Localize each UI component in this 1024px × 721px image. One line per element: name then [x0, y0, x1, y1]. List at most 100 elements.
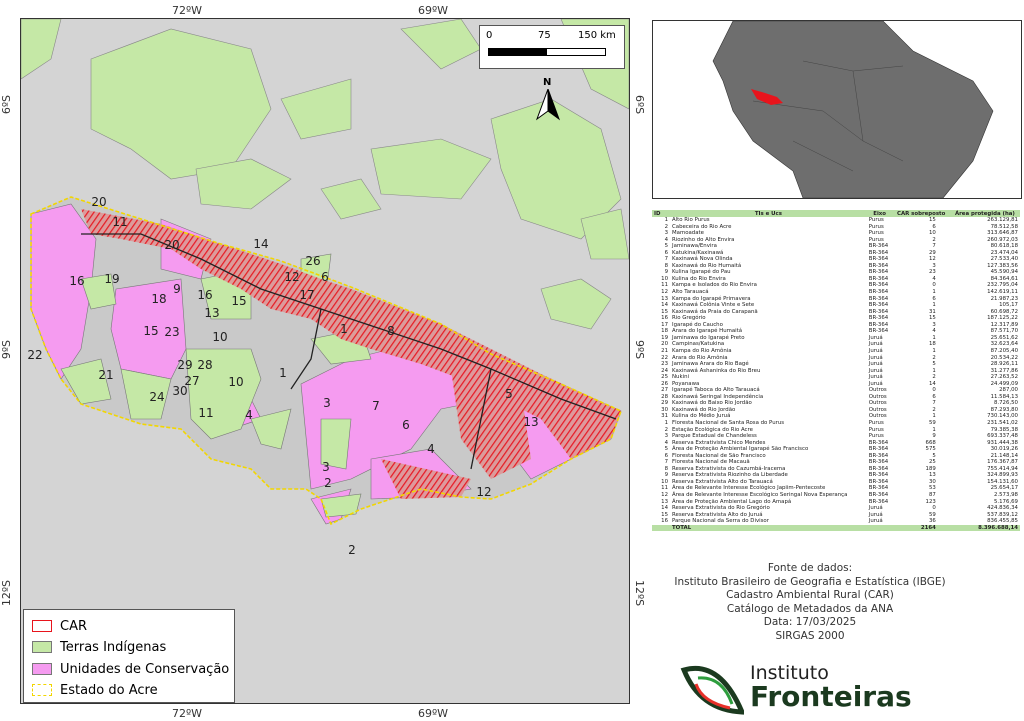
col-axis: Eixo	[866, 210, 893, 217]
row-axis: BR-364	[868, 478, 889, 485]
row-axis: Outros	[868, 400, 887, 407]
row-area: 20.534,22	[990, 354, 1018, 361]
ti-swatch	[32, 641, 52, 653]
row-name: Kampa e Isolados do Rio Envira	[672, 282, 757, 289]
map-area-label: 26	[305, 254, 321, 268]
row-area: 260.972,03	[987, 236, 1018, 243]
row-name: Reserva Extrativista Alto do Tarauacá	[672, 478, 773, 485]
row-axis: BR-364	[868, 295, 889, 302]
car-swatch	[32, 620, 52, 632]
row-area: 87.205,40	[990, 347, 1018, 354]
row-axis: Juruá	[868, 361, 883, 368]
row-id: 3	[664, 230, 668, 237]
row-name: Jaminawa Arara do Rio Bagé	[672, 361, 749, 368]
map-area-label: 20	[91, 195, 107, 209]
row-axis: BR-364	[868, 446, 889, 453]
row-name: Estação Ecológica do Rio Acre	[672, 426, 753, 433]
row-axis: Juruá	[868, 334, 883, 341]
row-axis: Outros	[868, 393, 887, 400]
north-arrow-icon	[535, 89, 561, 121]
table-row: 7 Kaxinawá Nova Olinda BR-364 12 27.533,40	[652, 256, 1020, 263]
map-area-label: 1	[279, 366, 287, 380]
table-row: 4 Reserva Extrativista Chico Mendes BR-364…	[652, 440, 1020, 447]
row-area: 8.726,50	[993, 400, 1018, 407]
row-name: Kaxinawá Seringal Independência	[672, 393, 764, 400]
table-row: 18 Arara do Igarapé Humaitá BR-364 4 87.571,…	[652, 328, 1020, 335]
table-row: 3 Mamoadate Purus 10 313.646,87	[652, 230, 1020, 237]
row-name: Jaminawa/Envira	[672, 243, 717, 250]
row-car: 3	[932, 262, 936, 269]
table-row: 25 Nukini Juruá 2 27.263,52	[652, 374, 1020, 381]
map-area-label: 16	[197, 288, 213, 302]
row-name: Jaminawa do Igarapé Preto	[672, 334, 745, 341]
table-row: 30 Kaxinawá do Rio Jordão Outros 2 87.293,80	[652, 407, 1020, 414]
row-car: 0	[932, 282, 936, 289]
row-car: 1	[932, 302, 936, 309]
row-name: Nukini	[672, 374, 689, 381]
table-row: 6 Katukina/Kaxinawá BR-364 29 23.474,04	[652, 250, 1020, 257]
ti-acre-layer	[60, 253, 372, 518]
row-id: 29	[661, 400, 668, 407]
map-area-label: 16	[69, 274, 85, 288]
row-car: 4	[932, 275, 936, 282]
row-id: 23	[661, 361, 668, 368]
map-area-label: 11	[112, 215, 128, 229]
row-id: 8	[664, 465, 668, 472]
table-row: 8 Reserva Extrativista do Cazumbá-Iracema…	[652, 466, 1020, 473]
row-car: 2	[932, 236, 936, 243]
row-id: 30	[661, 406, 668, 413]
map-area-label: 17	[299, 288, 315, 302]
north-arrow: N	[533, 77, 563, 121]
row-id: 16	[661, 315, 668, 322]
acre-highlight	[751, 89, 783, 105]
map-area-label: 1	[340, 322, 348, 336]
table-row: 31 Kulina do Médio Juruá Outros 1 730.143,00	[652, 413, 1020, 420]
row-car: 668	[925, 439, 936, 446]
map-area-label: 7	[372, 399, 380, 413]
lon-label: 69ºW	[418, 4, 449, 17]
row-area: 154.131,60	[987, 478, 1018, 485]
row-car: 189	[925, 465, 936, 472]
row-name: Kaxinawá Nova Olinda	[672, 256, 733, 263]
row-axis: Juruá	[868, 518, 883, 525]
row-axis: BR-364	[868, 321, 889, 328]
row-area: 21.987,23	[990, 295, 1018, 302]
lat-label: 9ºS	[0, 340, 13, 360]
total-cell: 8.396.688,14	[949, 524, 1020, 532]
map-area-label: 12	[284, 270, 300, 284]
table-row: 1 Alto Rio Purus Purus 15 263.129,81	[652, 217, 1020, 224]
row-axis: BR-364	[868, 472, 889, 479]
row-axis: Juruá	[868, 354, 883, 361]
row-area: 176.367,87	[987, 459, 1018, 466]
map-area-label: 5	[505, 387, 513, 401]
table-row: 24 Kaxinawá Ashaninka do Rio Breu Juruá 1 31…	[652, 368, 1020, 375]
legend-item-ucs: Unidades de Conservação	[32, 661, 229, 677]
table-row: 5 Área de Proteção Ambiental Igarapé São …	[652, 446, 1020, 453]
row-axis: BR-364	[868, 275, 889, 282]
row-axis: BR-364	[868, 491, 889, 498]
main-map[interactable]: 11 20 14 16 19 20 18 9 16 15 12 17 13 23 10 22 15 21 29 28 2…	[20, 18, 630, 704]
table-row: 10 Reserva Extrativista Alto do Tarauacá B…	[652, 479, 1020, 486]
row-id: 24	[661, 367, 668, 374]
row-area: 60.698,72	[990, 308, 1018, 315]
terras-indigenas-layer	[21, 19, 629, 330]
row-axis: BR-364	[868, 302, 889, 309]
row-car: 3	[932, 321, 936, 328]
row-car: 23	[928, 269, 936, 276]
row-name: Floresta Nacional de Macauã	[672, 459, 750, 466]
data-source: Fonte de dados: Instituto Brasileiro de …	[650, 562, 970, 643]
row-car: 0	[932, 505, 936, 512]
col-name: TIs e Ucs	[670, 210, 867, 217]
row-name: Arara do Igarapé Humaitá	[672, 328, 743, 335]
row-id: 12	[661, 289, 668, 296]
table-row: 22 Arara do Rio Amônia Juruá 2 20.534,22	[652, 354, 1020, 361]
map-area-label: 4	[245, 408, 253, 422]
map-area-label: 21	[98, 368, 114, 382]
row-id: 9	[664, 269, 668, 276]
col-area: Área protegida (ha)	[949, 210, 1020, 217]
table-header: ID TIs e Ucs Eixo CAR sobreposto Área pr…	[652, 210, 1020, 217]
table-row: 11 Área de Relevante Interesse Ecológico …	[652, 485, 1020, 492]
row-name: Campinas/Katukina	[672, 341, 725, 348]
lat-label: 12ºS	[0, 580, 13, 607]
row-area: 23.474,04	[990, 249, 1018, 256]
